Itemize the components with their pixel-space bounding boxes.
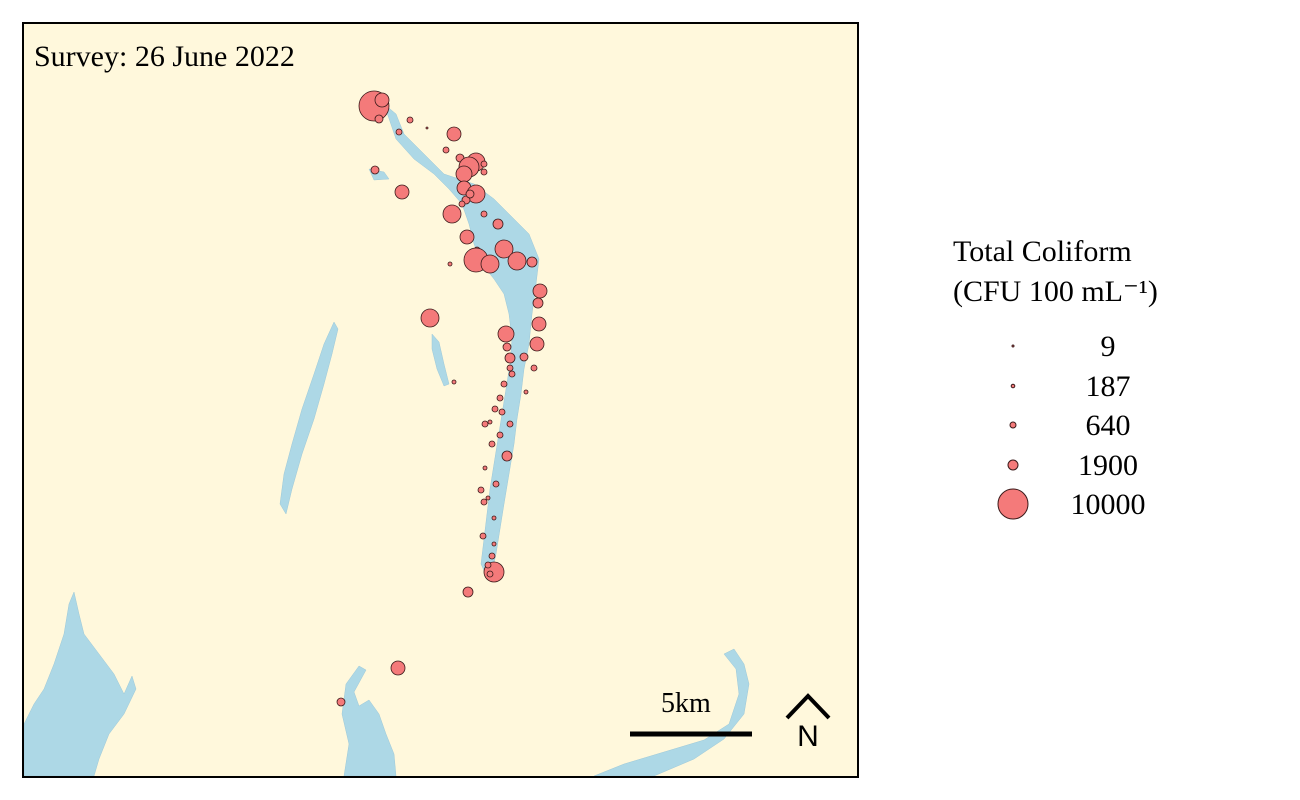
sample-site-marker: [500, 380, 508, 388]
survey-date-label: Survey: 26 June 2022: [34, 40, 295, 73]
legend-label: 1900: [1078, 448, 1138, 482]
sw-lake: [24, 591, 137, 776]
sample-site-marker: [529, 336, 545, 352]
legend-label: 9: [1100, 330, 1116, 363]
sample-site-marker: [465, 189, 475, 199]
sample-site-marker: [425, 126, 429, 130]
sample-site-marker: [484, 561, 492, 569]
sample-site-marker: [496, 431, 504, 439]
sample-site-marker: [486, 570, 494, 578]
sample-site-marker: [504, 352, 516, 364]
sample-site-marker: [446, 126, 462, 142]
sample-site-marker: [390, 660, 406, 676]
sample-site-marker: [442, 146, 450, 154]
sample-site-marker: [530, 364, 538, 372]
scale-bar-label: 5km: [661, 688, 711, 719]
sample-site-marker: [477, 486, 485, 494]
sample-site-marker: [480, 254, 500, 274]
sample-site-marker: [508, 370, 516, 378]
legend-entry: 1900: [953, 445, 1193, 485]
legend-entry: 640: [953, 405, 1193, 445]
legend-label: 10000: [1070, 488, 1146, 521]
west-lake: [279, 321, 339, 515]
sample-site-marker: [370, 165, 380, 175]
se-lake: [593, 648, 750, 776]
sample-site-marker: [507, 251, 527, 271]
legend-symbol: [1007, 459, 1019, 470]
sample-site-marker: [532, 297, 544, 309]
sample-site-marker: [491, 515, 497, 521]
sample-site-marker: [532, 283, 548, 299]
sample-site-marker: [394, 184, 410, 200]
sample-site-marker: [374, 114, 384, 124]
sample-site-marker: [488, 552, 496, 560]
sample-site-marker: [480, 210, 488, 218]
sample-site-marker: [491, 405, 499, 413]
sample-site-marker: [480, 160, 488, 168]
sample-site-marker: [451, 379, 457, 385]
sample-site-marker: [494, 239, 514, 259]
sample-site-marker: [480, 498, 488, 506]
sample-site-marker: [459, 229, 475, 245]
legend-title-line1: Total Coliform: [953, 235, 1132, 268]
sample-site-marker: [455, 165, 473, 183]
sample-site-marker: [523, 389, 529, 395]
sample-site-marker: [506, 420, 514, 428]
sample-site-marker: [481, 420, 489, 428]
legend-entry: 187: [953, 366, 1193, 406]
small-lake: [431, 333, 450, 387]
sample-site-marker: [442, 204, 462, 224]
sample-site-marker: [447, 261, 453, 267]
map-frame: Survey: 26 June 2022 5km N: [22, 22, 859, 778]
sample-site-marker: [496, 394, 504, 402]
sample-site-marker: [336, 697, 346, 707]
legend-label: 187: [1085, 369, 1131, 403]
sample-site-marker: [406, 116, 414, 124]
legend: Total Coliform (CFU 100 mL⁻¹) 9 187 640 …: [953, 232, 1193, 524]
south-lake: [341, 665, 397, 776]
sample-site-marker: [502, 342, 512, 352]
legend-symbol: [1009, 421, 1017, 429]
sample-site-marker: [480, 168, 488, 176]
sample-site-marker: [482, 465, 488, 471]
sample-site-marker: [491, 541, 497, 547]
legend-title-line2: (CFU 100 mL⁻¹): [953, 275, 1158, 308]
sample-site-marker: [395, 128, 403, 136]
sample-site-marker: [492, 480, 500, 488]
sample-site-marker: [488, 440, 496, 448]
sample-site-marker: [501, 450, 513, 462]
legend-symbol: [997, 488, 1029, 520]
legend-entry: 10000: [953, 484, 1193, 524]
sample-site-marker: [498, 408, 506, 416]
sample-site-marker: [487, 419, 493, 425]
sample-site-marker: [506, 364, 514, 372]
sample-site-marker: [462, 586, 474, 598]
sample-site-marker: [519, 352, 529, 362]
legend-label: 640: [1085, 409, 1131, 442]
sample-site-marker: [526, 256, 538, 268]
sample-site-marker: [497, 325, 515, 343]
sample-site-marker: [420, 308, 440, 328]
legend-symbol: [1010, 383, 1016, 388]
sample-site-marker: [374, 92, 390, 108]
sample-site-marker: [458, 200, 466, 208]
sample-site-marker: [485, 495, 491, 501]
sample-site-marker: [492, 218, 504, 230]
sample-site-marker: [531, 316, 547, 332]
legend-symbol: [1011, 344, 1015, 348]
legend-entry: 9: [953, 326, 1193, 366]
sample-site-marker: [479, 532, 487, 540]
map-canvas: [24, 90, 750, 776]
